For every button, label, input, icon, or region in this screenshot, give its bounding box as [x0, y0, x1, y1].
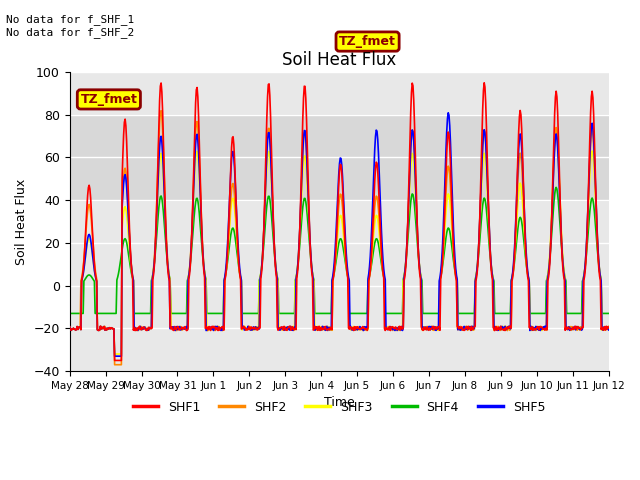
- Title: Soil Heat Flux: Soil Heat Flux: [282, 51, 396, 69]
- SHF3: [76, 324, 83, 330]
- SHF1: [605, 325, 612, 331]
- SHF4: [186, 266, 193, 272]
- X-axis label: Time: Time: [324, 396, 355, 409]
- SHF3: [215, 324, 223, 329]
- SHF2: [216, 325, 223, 331]
- SHF1: [186, 262, 194, 268]
- SHF1: [405, 166, 413, 172]
- Line: SHF3: SHF3: [70, 130, 609, 354]
- SHF5: [186, 258, 194, 264]
- Text: TZ_fmet: TZ_fmet: [339, 35, 396, 48]
- SHF1: [215, 324, 223, 330]
- SHF1: [132, 325, 140, 331]
- SHF3: [552, 127, 560, 132]
- SHF1: [111, 358, 118, 363]
- SHF4: [420, 311, 428, 316]
- Y-axis label: Soil Heat Flux: Soil Heat Flux: [15, 179, 28, 264]
- SHF2: [157, 108, 165, 114]
- SHF4: [131, 311, 139, 316]
- SHF2: [111, 362, 118, 368]
- Text: TZ_fmet: TZ_fmet: [81, 93, 138, 106]
- Line: SHF1: SHF1: [70, 83, 609, 360]
- SHF2: [66, 324, 74, 330]
- SHF5: [66, 324, 74, 330]
- SHF3: [186, 257, 194, 263]
- SHF2: [605, 324, 612, 329]
- SHF1: [66, 324, 74, 330]
- Bar: [70, 115, 609, 200]
- Legend: SHF1, SHF2, SHF3, SHF4, SHF5: SHF1, SHF2, SHF3, SHF4, SHF5: [128, 396, 550, 419]
- SHF3: [132, 327, 140, 333]
- SHF5: [215, 327, 223, 333]
- SHF5: [421, 324, 429, 330]
- SHF3: [421, 324, 429, 330]
- SHF4: [214, 311, 222, 316]
- SHF5: [132, 327, 140, 333]
- SHF3: [66, 324, 74, 330]
- SHF3: [605, 325, 612, 331]
- Text: No data for f_SHF_1
No data for f_SHF_2: No data for f_SHF_1 No data for f_SHF_2: [6, 14, 134, 38]
- SHF5: [76, 324, 83, 330]
- Line: SHF5: SHF5: [70, 113, 609, 356]
- SHF3: [405, 194, 413, 200]
- SHF4: [66, 311, 74, 316]
- SHF3: [111, 351, 118, 357]
- SHF4: [404, 227, 412, 233]
- SHF2: [132, 324, 140, 330]
- SHF4: [605, 311, 612, 316]
- SHF4: [552, 184, 560, 190]
- SHF2: [188, 243, 195, 249]
- SHF5: [405, 182, 413, 188]
- SHF5: [444, 110, 452, 116]
- SHF2: [406, 163, 414, 168]
- SHF2: [76, 324, 83, 330]
- SHF1: [481, 80, 488, 85]
- Line: SHF4: SHF4: [70, 187, 609, 313]
- SHF4: [76, 311, 83, 316]
- Line: SHF2: SHF2: [70, 111, 609, 365]
- SHF1: [76, 324, 83, 330]
- SHF5: [605, 327, 612, 333]
- SHF1: [421, 326, 429, 332]
- SHF2: [422, 326, 429, 332]
- SHF5: [111, 353, 118, 359]
